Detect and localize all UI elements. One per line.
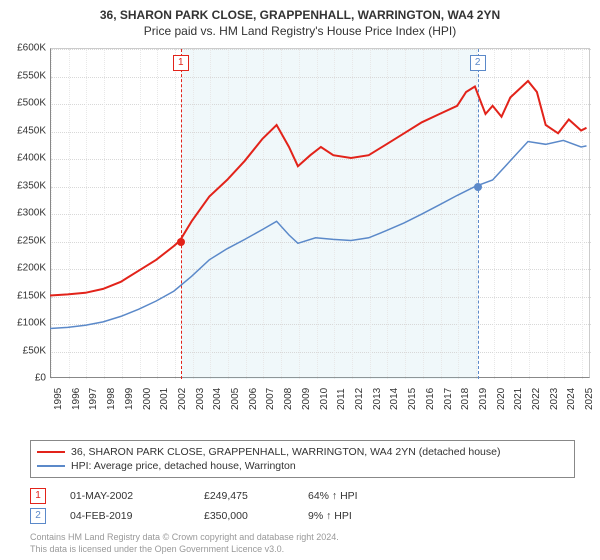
x-axis-label: 2012 — [354, 388, 365, 410]
sale-row-1: 1 01-MAY-2002 £249,475 64% ↑ HPI — [30, 486, 575, 506]
legend-swatch — [37, 451, 65, 453]
y-axis-label: £0 — [0, 373, 46, 384]
series-hpi — [50, 140, 587, 328]
x-axis-label: 1996 — [71, 388, 82, 410]
x-axis-label: 2018 — [460, 388, 471, 410]
legend-row: 36, SHARON PARK CLOSE, GRAPPENHALL, WARR… — [37, 445, 568, 459]
x-axis-label: 2002 — [177, 388, 188, 410]
x-axis-label: 2005 — [230, 388, 241, 410]
x-axis-label: 2006 — [248, 388, 259, 410]
x-axis-label: 1998 — [106, 388, 117, 410]
x-axis-label: 2014 — [389, 388, 400, 410]
x-axis-label: 2011 — [336, 388, 347, 410]
x-axis-label: 2000 — [142, 388, 153, 410]
legend-label: HPI: Average price, detached house, Warr… — [71, 460, 296, 472]
x-axis-label: 2017 — [443, 388, 454, 410]
x-axis-label: 2013 — [372, 388, 383, 410]
x-axis-label: 2021 — [513, 388, 524, 410]
y-axis-label: £500K — [0, 98, 46, 109]
legend-row: HPI: Average price, detached house, Warr… — [37, 459, 568, 473]
sales-table: 1 01-MAY-2002 £249,475 64% ↑ HPI 2 04-FEB-201… — [30, 486, 575, 526]
y-axis-label: £250K — [0, 235, 46, 246]
sale-delta: 64% ↑ HPI — [308, 490, 388, 502]
line-series-layer — [50, 48, 590, 378]
x-axis-label: 2008 — [283, 388, 294, 410]
sale-row-marker: 2 — [30, 508, 46, 524]
y-axis-label: £450K — [0, 125, 46, 136]
x-axis-label: 2022 — [531, 388, 542, 410]
chart-title: 36, SHARON PARK CLOSE, GRAPPENHALL, WARR… — [0, 0, 600, 22]
chart-subtitle: Price paid vs. HM Land Registry's House … — [0, 22, 600, 38]
x-axis-label: 2001 — [159, 388, 170, 410]
y-axis-label: £300K — [0, 208, 46, 219]
x-axis-label: 2019 — [478, 388, 489, 410]
x-axis-label: 2023 — [549, 388, 560, 410]
footnote: Contains HM Land Registry data © Crown c… — [30, 532, 575, 555]
sale-date: 01-MAY-2002 — [70, 490, 180, 502]
footnote-line-1: Contains HM Land Registry data © Crown c… — [30, 532, 575, 544]
x-axis-label: 2003 — [195, 388, 206, 410]
legend: 36, SHARON PARK CLOSE, GRAPPENHALL, WARR… — [30, 440, 575, 478]
sale-price: £249,475 — [204, 490, 284, 502]
x-axis-label: 2004 — [212, 388, 223, 410]
series-property — [50, 81, 587, 296]
x-axis-label: 2007 — [265, 388, 276, 410]
legend-label: 36, SHARON PARK CLOSE, GRAPPENHALL, WARR… — [71, 446, 500, 458]
x-axis-label: 1999 — [124, 388, 135, 410]
y-axis-label: £600K — [0, 43, 46, 54]
sale-delta: 9% ↑ HPI — [308, 510, 388, 522]
x-axis-label: 2024 — [566, 388, 577, 410]
y-axis-label: £400K — [0, 153, 46, 164]
footnote-line-2: This data is licensed under the Open Gov… — [30, 544, 575, 556]
sale-date: 04-FEB-2019 — [70, 510, 180, 522]
sale-row-marker: 1 — [30, 488, 46, 504]
x-axis-label: 2016 — [425, 388, 436, 410]
chart-container: 36, SHARON PARK CLOSE, GRAPPENHALL, WARR… — [0, 0, 600, 560]
x-axis-label: 1995 — [53, 388, 64, 410]
chart-area: 12 £0£50K£100K£150K£200K£250K£300K£350K£… — [50, 48, 590, 408]
x-axis-label: 2009 — [301, 388, 312, 410]
legend-swatch — [37, 465, 65, 467]
y-axis-label: £550K — [0, 70, 46, 81]
y-axis-label: £100K — [0, 318, 46, 329]
x-axis-label: 2025 — [584, 388, 595, 410]
x-axis-label: 2015 — [407, 388, 418, 410]
x-axis-label: 2020 — [496, 388, 507, 410]
sale-price: £350,000 — [204, 510, 284, 522]
y-axis-label: £200K — [0, 263, 46, 274]
x-axis-label: 2010 — [319, 388, 330, 410]
y-axis-label: £50K — [0, 345, 46, 356]
y-axis-label: £150K — [0, 290, 46, 301]
x-axis-label: 1997 — [88, 388, 99, 410]
sale-row-2: 2 04-FEB-2019 £350,000 9% ↑ HPI — [30, 506, 575, 526]
info-block: 36, SHARON PARK CLOSE, GRAPPENHALL, WARR… — [30, 440, 575, 555]
y-axis-label: £350K — [0, 180, 46, 191]
